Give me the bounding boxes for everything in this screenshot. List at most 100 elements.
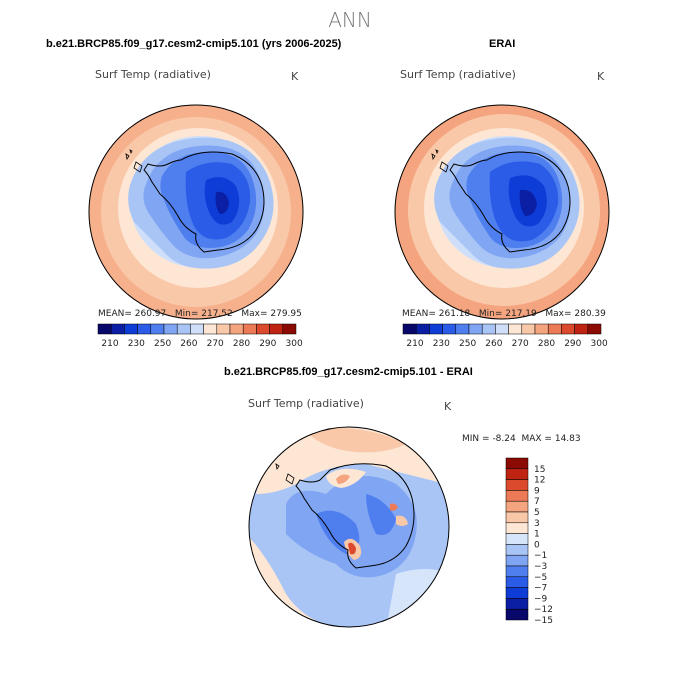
panel-1-colorbar-swatch-4 [150, 323, 165, 335]
panel-2-colorbar-swatch-14 [587, 323, 602, 335]
panel-2-colorbar: 210 230 250 260 270 280 290 300 [402, 323, 608, 349]
panel-2-colorbar-tick-label: 230 [433, 339, 450, 349]
panel-3-colorbar-swatch-12 [505, 587, 529, 599]
panel-1-colorbar-swatch-7 [190, 323, 204, 335]
panel-2-min-label: Min= [478, 309, 503, 319]
panel-3-min-value: -8.24 [492, 434, 516, 444]
panel-3-colorbar-swatch-13 [505, 598, 529, 610]
panel-2-colorbar-swatch-1 [415, 323, 430, 335]
panel-2-colorbar-swatch-6 [481, 323, 496, 335]
panel-3-colorbar-swatch-9 [505, 554, 529, 567]
panel-3-colorbar-swatch-5 [505, 511, 529, 524]
panel-3-colorbar-tick-label: −15 [534, 616, 553, 626]
panel-1-variable-label: Surf Temp (radiative) [95, 68, 211, 81]
panel-1-colorbar-swatch-3 [137, 323, 152, 335]
panel-3-stats: MIN = -8.24 MAX = 14.83 [462, 434, 581, 444]
panel-2-colorbar-swatch-0 [402, 323, 417, 335]
panel-2-variable-label: Surf Temp (radiative) [400, 68, 516, 81]
panel-3-colorbar-tick-label: 5 [534, 508, 540, 518]
panel-1-max-value: 279.95 [270, 309, 302, 319]
panel-3-max-value: 14.83 [554, 434, 581, 444]
panel-2-colorbar-swatch-9 [521, 323, 536, 335]
panel-2-map [394, 104, 610, 320]
panel-1-min-value: 217.52 [201, 309, 233, 319]
panel-3-colorbar-swatch-0 [505, 457, 529, 470]
panel-1-colorbar-swatch-5 [163, 323, 178, 335]
panel-3-colorbar-tick-label: 1 [534, 530, 540, 540]
panel-2-colorbar-tick-label: 280 [538, 339, 555, 349]
panel-1-colorbar-swatch-1 [110, 323, 125, 335]
panel-3-colorbar-tick-label: 0 [534, 540, 540, 550]
panel-2-max-label: Max= [545, 309, 572, 319]
panel-1-mean-value: 260.97 [134, 309, 167, 319]
panel-1-colorbar-swatch-6 [176, 323, 191, 335]
panel-1-mean-label: MEAN= [98, 309, 132, 319]
panel-2-colorbar-swatch-2 [429, 323, 443, 335]
panel-1-colorbar-swatch-9 [216, 323, 231, 335]
panel-1-colorbar-tick-label: 300 [286, 339, 303, 349]
panel-1-title: b.e21.BRCP85.f09_g17.cesm2-cmip5.101 (yr… [46, 38, 342, 50]
panel-2-colorbar-swatch-5 [468, 323, 483, 335]
panel-3-colorbar-tick-label: 9 [534, 486, 540, 496]
panel-2-colorbar-swatch-10 [534, 323, 549, 335]
panel-3-colorbar-swatch-1 [505, 468, 529, 480]
panel-2-colorbar-swatch-7 [495, 323, 509, 335]
panel-1-colorbar-swatch-8 [203, 323, 218, 335]
panel-1-colorbar-tick-label: 260 [180, 339, 197, 349]
panel-2-colorbar-swatch-4 [455, 323, 470, 335]
panel-1-map [88, 104, 304, 320]
panel-1-colorbar-swatch-10 [229, 323, 244, 335]
panel-3-colorbar-swatch-6 [505, 522, 529, 534]
panel-3-colorbar-tick-label: −5 [534, 573, 547, 583]
panel-2-colorbar-tick-label: 270 [512, 339, 529, 349]
panel-2-colorbar-swatch-13 [574, 323, 589, 335]
panel-3-colorbar-tick-label: 7 [534, 497, 540, 507]
panel-1-colorbar-swatch-11 [242, 323, 257, 335]
panel-3-max-label: MAX = [521, 434, 552, 444]
panel-1-colorbar-swatch-0 [97, 323, 112, 335]
page-title: ANN [328, 8, 372, 32]
panel-2-stats: MEAN= 261.18 Min= 217.19 Max= 280.39 [402, 309, 606, 319]
panel-2-units: K [597, 70, 605, 83]
panel-1-stats: MEAN= 260.97 Min= 217.52 Max= 279.95 [98, 309, 302, 319]
panel-1-min-label: Min= [174, 309, 199, 319]
panel-2-colorbar-swatch-12 [561, 323, 575, 335]
panel-2-max-value: 280.39 [574, 309, 606, 319]
panel-1-max-label: Max= [241, 309, 268, 319]
panel-2-colorbar-tick-label: 260 [485, 339, 502, 349]
panel-2-colorbar-tick-label: 290 [564, 339, 581, 349]
panel-2-title: ERAI [489, 38, 516, 50]
panel-3-map [248, 426, 450, 628]
panel-1-colorbar-tick-label: 270 [207, 339, 224, 349]
panel-1-colorbar-swatch-14 [282, 323, 297, 335]
panel-3-title: b.e21.BRCP85.f09_g17.cesm2-cmip5.101 - E… [224, 366, 473, 378]
panel-2-colorbar-tick-label: 250 [459, 339, 476, 349]
panel-3-colorbar-swatch-8 [505, 544, 529, 556]
panel-2-min-value: 217.19 [505, 309, 537, 319]
panel-3-colorbar-swatch-10 [505, 565, 529, 578]
panel-2-mean-value: 261.18 [438, 309, 471, 319]
panel-2-mean-label: MEAN= [402, 309, 436, 319]
panel-3-colorbar-swatch-4 [505, 500, 529, 513]
panel-1-colorbar-tick-label: 280 [233, 339, 250, 349]
panel-3-colorbar-tick-label: −7 [534, 584, 547, 594]
panel-3-colorbar-tick-label: −1 [534, 551, 547, 561]
panel-3-colorbar-swatch-3 [505, 490, 529, 502]
panel-2-colorbar-swatch-3 [442, 323, 457, 335]
panel-2-colorbar-tick-label: 210 [406, 339, 423, 349]
panel-1-colorbar: 210 230 250 260 270 280 290 300 [97, 323, 303, 349]
panel-1-colorbar-swatch-12 [256, 323, 270, 335]
panel-2-colorbar-tick-label: 300 [591, 339, 608, 349]
panel-1-colorbar-tick-label: 210 [101, 339, 118, 349]
panel-3-colorbar-swatch-14 [505, 608, 529, 621]
panel-3-variable-label: Surf Temp (radiative) [248, 397, 364, 410]
panel-3-colorbar-swatch-7 [505, 533, 529, 545]
panel-3-colorbar-tick-label: 12 [534, 476, 545, 486]
panel-1-colorbar-swatch-2 [124, 323, 138, 335]
panel-2-colorbar-swatch-8 [508, 323, 523, 335]
panel-1-colorbar-tick-label: 230 [128, 339, 145, 349]
panel-3-colorbar-tick-label: −3 [534, 562, 547, 572]
panel-2-colorbar-swatch-11 [547, 323, 562, 335]
panel-3-units: K [444, 400, 452, 413]
